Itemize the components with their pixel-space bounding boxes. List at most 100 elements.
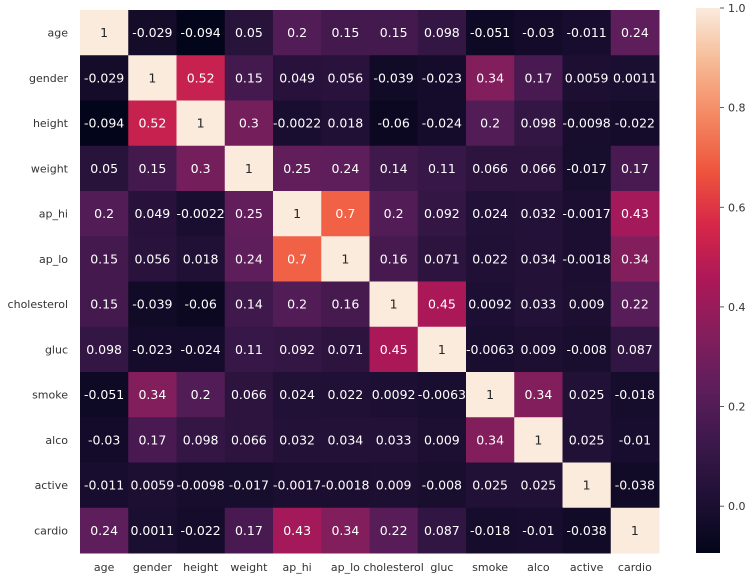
heatmap-cell-gender-active: [562, 55, 612, 101]
heatmap-cell-label: 0.2: [191, 387, 211, 402]
heatmap-cell-label: 0.0092: [372, 387, 416, 402]
heatmap-cell-label: 0.24: [331, 161, 359, 176]
heatmap-cell-weight-ap_hi: [273, 145, 322, 192]
heatmap-cell-smoke-height: [176, 372, 226, 418]
heatmap-cell-label: -0.024: [180, 342, 220, 357]
heatmap-cell-height-smoke: [466, 100, 515, 147]
heatmap-cell-age-age: [80, 10, 129, 56]
heatmap-cell-alco-weight: [224, 417, 274, 463]
colorbar-tick-label: 0.2: [728, 401, 746, 414]
heatmap-cell-gluc-age: [80, 326, 129, 373]
heatmap-cell-label: 0.34: [476, 70, 504, 85]
heatmap-cell-label: 0.17: [621, 161, 649, 176]
heatmap-cell-age-weight: [224, 10, 274, 56]
heatmap-cell-label: -0.023: [422, 70, 462, 85]
heatmap-cell-ap_lo-smoke: [466, 236, 515, 282]
heatmap-cell-alco-age: [80, 417, 129, 463]
heatmap-cell-alco-gluc: [417, 417, 467, 463]
heatmap-cell-ap_hi-height: [176, 191, 226, 237]
heatmap-cell-smoke-cardio: [610, 372, 660, 418]
heatmap-cell-height-weight: [224, 100, 274, 147]
heatmap-cell-label: 1: [293, 206, 301, 221]
heatmap-column-labels: age gender height weight ap_hi ap_lo cholester…: [94, 561, 652, 574]
heatmap-cell-cholesterol-weight: [224, 281, 274, 328]
heatmap-cell-alco-gender: [128, 417, 177, 463]
heatmap-cell-label: 0.009: [424, 432, 460, 447]
heatmap-cell-label: 0.24: [621, 25, 649, 40]
heatmap-cell-cholesterol-smoke: [466, 281, 515, 328]
heatmap-cell-active-alco: [514, 462, 563, 509]
heatmap-cell-weight-smoke: [466, 145, 515, 192]
heatmap-cell-label: -0.022: [615, 116, 655, 131]
column-label-alco: alco: [527, 561, 550, 574]
heatmap-cell-label: 0.14: [380, 161, 408, 176]
column-label-ap_lo: ap_lo: [331, 561, 360, 574]
heatmap-cell-ap_hi-gluc: [417, 191, 467, 237]
heatmap-cell-gluc-height: [176, 326, 226, 373]
heatmap-cell-cholesterol-active: [562, 281, 612, 328]
heatmap-cell-gender-ap_hi: [273, 55, 322, 101]
heatmap-cell-ap_lo-cardio: [610, 236, 660, 282]
heatmap-cell-active-gender: [128, 462, 177, 509]
row-label-weight: weight: [31, 162, 69, 175]
heatmap-cell-ap_hi-alco: [514, 191, 563, 237]
heatmap-cell-label: -0.0063: [466, 342, 514, 357]
heatmap-cell-gluc-alco: [514, 326, 563, 373]
heatmap-cell-weight-height: [176, 145, 226, 192]
row-label-active: active: [35, 479, 69, 492]
heatmap-cell-ap_lo-height: [176, 236, 226, 282]
heatmap-cell-label: -0.023: [132, 342, 172, 357]
heatmap-cell-label: 0.24: [235, 251, 263, 266]
heatmap-cell-ap_hi-gender: [128, 191, 177, 237]
heatmap-cell-label: 0.025: [569, 387, 605, 402]
heatmap-cell-age-gender: [128, 10, 177, 56]
heatmap-cell-cardio-active: [562, 507, 612, 554]
heatmap-cell-label: 0.032: [520, 206, 556, 221]
heatmap-cell-label: -0.024: [422, 116, 462, 131]
heatmap-cell-weight-ap_lo: [321, 145, 370, 192]
row-label-gluc: gluc: [45, 343, 68, 356]
heatmap-cell-label: 1: [583, 478, 591, 493]
heatmap-cell-active-ap_lo: [321, 462, 370, 509]
heatmap-cell-label: 0.018: [183, 251, 219, 266]
row-label-height: height: [33, 117, 69, 130]
heatmap-cell-label: 0.16: [380, 251, 408, 266]
heatmap-cell-height-gender: [128, 100, 177, 147]
heatmap-cell-label: 0.024: [472, 206, 508, 221]
column-label-height: height: [183, 561, 219, 574]
heatmap-cell-label: -0.039: [373, 70, 413, 85]
heatmap-cell-label: 0.071: [327, 342, 363, 357]
heatmap-cell-label: -0.06: [377, 116, 409, 131]
heatmap-cell-label: 0.34: [138, 387, 166, 402]
heatmap-cell-label: 1: [534, 432, 542, 447]
heatmap-cell-label: 0.45: [380, 342, 408, 357]
heatmap-cell-label: 0.15: [380, 25, 408, 40]
heatmap-cell-smoke-gender: [128, 372, 177, 418]
heatmap-cell-label: 1: [197, 116, 205, 131]
heatmap-cell-label: -0.0022: [177, 206, 225, 221]
column-label-smoke: smoke: [472, 561, 508, 574]
heatmap-cell-label: 0.066: [520, 161, 556, 176]
heatmap-cell-label: 0.066: [231, 387, 267, 402]
heatmap-cell-cholesterol-gender: [128, 281, 177, 328]
heatmap-cell-label: 0.15: [90, 297, 118, 312]
heatmap-cell-gender-smoke: [466, 55, 515, 101]
heatmap-cell-label: 0.009: [376, 478, 412, 493]
heatmap-cell-label: -0.0018: [321, 478, 369, 493]
heatmap-cell-ap_lo-age: [80, 236, 129, 282]
heatmap-cell-gender-ap_lo: [321, 55, 370, 101]
heatmap-cell-label: 0.15: [235, 70, 263, 85]
heatmap-cell-label: -0.017: [229, 478, 269, 493]
heatmap-cell-label: 0.11: [428, 161, 456, 176]
heatmap-cell-gender-height: [176, 55, 226, 101]
heatmap-cell-label: -0.0063: [418, 387, 466, 402]
heatmap-cell-label: -0.0017: [273, 478, 321, 493]
heatmap-cell-label: -0.008: [422, 478, 462, 493]
heatmap-cell-cholesterol-cholesterol: [369, 281, 419, 328]
heatmap-cell-label: -0.094: [180, 25, 220, 40]
heatmap-cell-label: -0.011: [84, 478, 124, 493]
heatmap-cell-label: -0.051: [84, 387, 124, 402]
colorbar-tick-label: 0.0: [728, 500, 746, 513]
heatmap-cell-label: 0.066: [231, 432, 267, 447]
